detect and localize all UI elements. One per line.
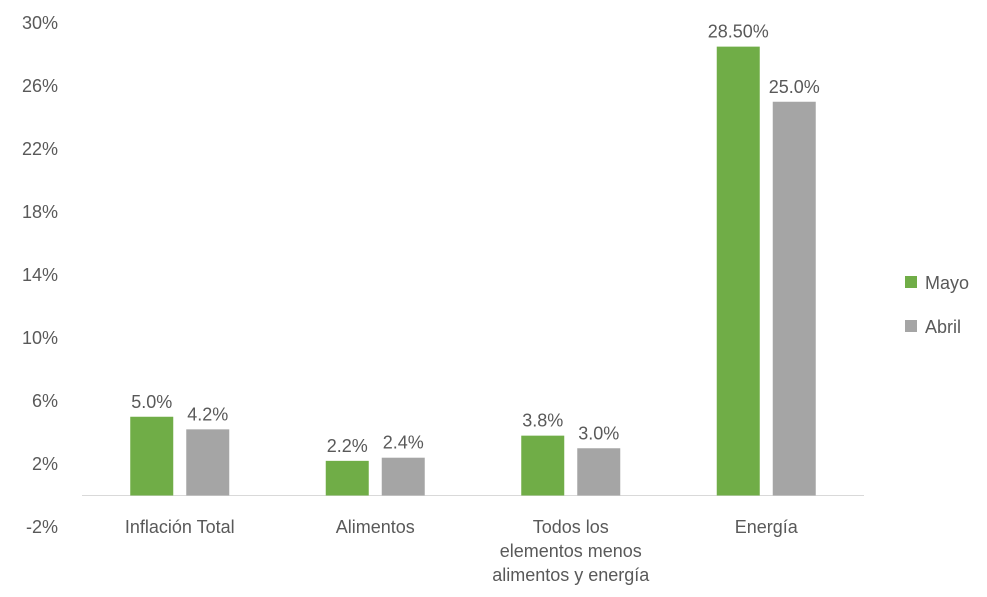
data-label: 28.50% bbox=[708, 22, 769, 42]
y-tick-label: -2% bbox=[26, 517, 58, 537]
category-label: Inflación Total bbox=[125, 517, 235, 537]
bar-abril bbox=[772, 101, 816, 496]
bar-mayo bbox=[325, 460, 369, 496]
data-label: 3.8% bbox=[522, 411, 563, 431]
category-labels: Inflación Total Alimentos Todos los element… bbox=[125, 517, 799, 585]
data-label: 2.2% bbox=[327, 436, 368, 456]
category-label: Energía bbox=[735, 517, 799, 537]
bar-abril bbox=[381, 457, 425, 496]
y-axis: 30% 26% 22% 18% 14% 10% 6% 2% -2% bbox=[22, 13, 58, 537]
y-tick-label: 22% bbox=[22, 139, 58, 159]
category-label: alimentos y energía bbox=[492, 565, 650, 585]
category-label: elementos menos bbox=[500, 541, 642, 561]
data-labels: 5.0% 4.2% 2.2% 2.4% 3.8% 3.0% 28.50% 25.0% bbox=[131, 22, 820, 456]
bar-mayo bbox=[521, 435, 565, 496]
y-tick-label: 18% bbox=[22, 202, 58, 222]
data-label: 25.0% bbox=[769, 77, 820, 97]
data-label: 4.2% bbox=[187, 404, 228, 424]
legend-label-abril: Abril bbox=[925, 317, 961, 337]
bar-abril bbox=[577, 448, 621, 496]
bar-abril bbox=[186, 429, 230, 496]
bars bbox=[130, 46, 816, 496]
data-label: 3.0% bbox=[578, 423, 619, 443]
bar-mayo bbox=[716, 46, 760, 496]
legend-swatch-abril bbox=[905, 320, 917, 332]
legend-label-mayo: Mayo bbox=[925, 273, 969, 293]
y-tick-label: 14% bbox=[22, 265, 58, 285]
bar-mayo bbox=[130, 416, 174, 496]
y-tick-label: 10% bbox=[22, 328, 58, 348]
legend-swatch-mayo bbox=[905, 276, 917, 288]
y-tick-label: 26% bbox=[22, 76, 58, 96]
y-tick-label: 6% bbox=[32, 391, 58, 411]
category-label: Todos los bbox=[533, 517, 609, 537]
y-tick-label: 30% bbox=[22, 13, 58, 33]
data-label: 2.4% bbox=[383, 433, 424, 453]
y-tick-label: 2% bbox=[32, 454, 58, 474]
legend: Mayo Abril bbox=[905, 273, 969, 337]
data-label: 5.0% bbox=[131, 392, 172, 412]
category-label: Alimentos bbox=[336, 517, 415, 537]
